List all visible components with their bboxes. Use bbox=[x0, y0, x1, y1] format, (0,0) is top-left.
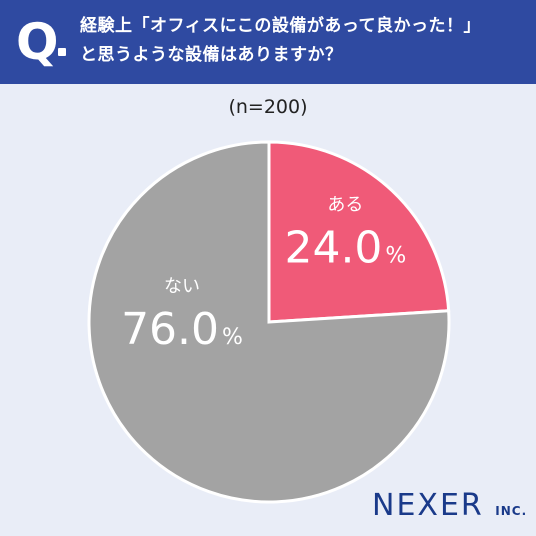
pie-slice-1 bbox=[87, 140, 451, 504]
pie-slice-0 bbox=[267, 140, 451, 324]
question-header: Q 経験上「オフィスにこの設備があって良かった！」 と思うような設備はありますか… bbox=[0, 0, 536, 84]
slice-value-0: 24.0% bbox=[284, 223, 406, 274]
q-dot bbox=[58, 48, 66, 56]
sample-size: (n=200) bbox=[228, 96, 308, 118]
q-mark: Q bbox=[16, 13, 59, 71]
slice-label-0: ある bbox=[327, 195, 363, 216]
question-text: 経験上「オフィスにこの設備があって良かった！」 と思うような設備はありますか？ bbox=[80, 12, 520, 70]
question-line-1: 経験上「オフィスにこの設備があって良かった！」 bbox=[80, 16, 481, 36]
slice-label-1: ない bbox=[164, 276, 200, 297]
nexer-logo: NEXER INC. bbox=[372, 488, 527, 523]
slice-value-1: 76.0% bbox=[121, 304, 243, 355]
logo-main: NEXER bbox=[372, 488, 484, 523]
question-line-2: と思うような設備はありますか？ bbox=[80, 45, 343, 65]
logo-suffix: INC. bbox=[495, 504, 528, 518]
